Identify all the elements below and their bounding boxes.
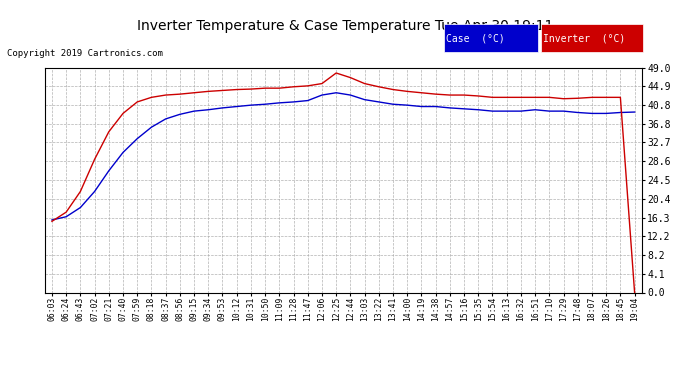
Text: Inverter Temperature & Case Temperature Tue Apr 30 19:11: Inverter Temperature & Case Temperature …	[137, 19, 553, 33]
Text: Inverter  (°C): Inverter (°C)	[543, 33, 625, 44]
Text: Case  (°C): Case (°C)	[446, 33, 505, 44]
Text: Copyright 2019 Cartronics.com: Copyright 2019 Cartronics.com	[7, 49, 163, 58]
